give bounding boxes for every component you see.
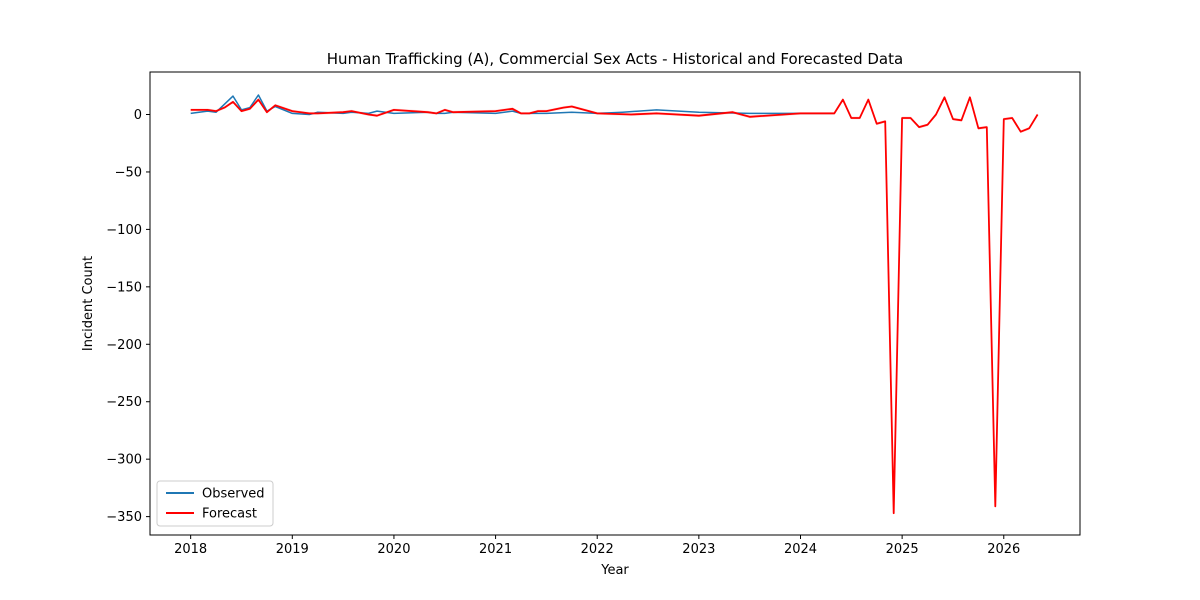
y-tick-label: −200: [106, 338, 142, 353]
x-tick-label: 2021: [479, 542, 512, 557]
x-tick-label: 2026: [987, 542, 1020, 557]
plot-area: 2018 2019 2020 2021 2022 2023 2024 2025 2026 0 −50…: [106, 71, 1081, 557]
chart-title: Human Trafficking (A), Commercial Sex Ac…: [327, 50, 903, 68]
axes-frame: [149, 71, 1081, 536]
x-tick-label: 2024: [784, 542, 817, 557]
y-tick-label: −150: [106, 280, 142, 295]
x-tick-label: 2020: [377, 542, 410, 557]
y-axis-label: Incident Count: [81, 256, 96, 351]
x-tick-label: 2023: [682, 542, 715, 557]
y-tick-label: 0: [134, 108, 142, 123]
legend: Observed Forecast: [156, 480, 274, 527]
x-tick-label: 2018: [174, 542, 207, 557]
y-tick-label: −350: [106, 510, 142, 525]
y-tick-label: −100: [106, 223, 142, 238]
y-tick-label: −300: [106, 453, 142, 468]
x-tick-label: 2019: [276, 542, 309, 557]
x-tick-label: 2022: [581, 542, 614, 557]
y-tick-label: −250: [106, 395, 142, 410]
x-tick-label: 2025: [886, 542, 919, 557]
y-tick-label: −50: [115, 165, 142, 180]
legend-label-forecast: Forecast: [202, 507, 257, 522]
x-axis-label: Year: [600, 563, 629, 578]
legend-label-observed: Observed: [202, 487, 265, 502]
series-line-forecast: [190, 96, 1039, 515]
